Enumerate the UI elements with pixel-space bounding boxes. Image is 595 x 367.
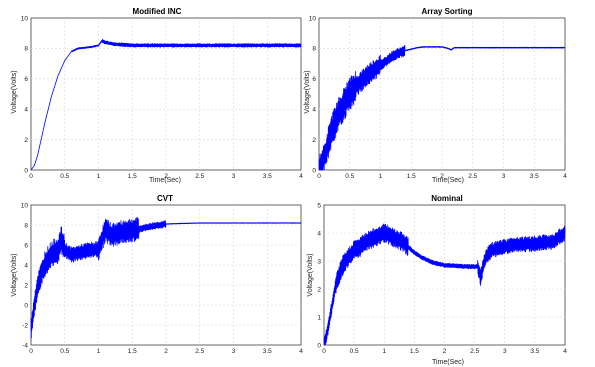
x-tick-label: 2.5 xyxy=(468,173,477,180)
panel-array-sorting: Array Sorting Voltage(Volts) Time(Sec) 0… xyxy=(304,7,567,184)
y-tick-label: 0 xyxy=(317,342,321,349)
x-tick-label: 0.5 xyxy=(350,348,359,355)
x-tick-label: 4 xyxy=(299,348,303,355)
y-tick-label: 2 xyxy=(312,137,316,144)
x-tick-label: 0.5 xyxy=(60,348,69,355)
x-tick-label: 3.5 xyxy=(263,173,272,180)
y-tick-label: 4 xyxy=(24,107,28,114)
x-tick-label: 3.5 xyxy=(530,348,539,355)
y-tick-label: 4 xyxy=(317,230,321,237)
y-tick-label: -2 xyxy=(22,322,28,329)
x-tick-label: 1.5 xyxy=(410,348,419,355)
y-tick-label: 10 xyxy=(21,202,29,209)
panel-title: Modified INC xyxy=(133,7,182,16)
y-tick-label: 10 xyxy=(309,15,317,22)
panel-cvt: CVT Voltage(Volts) 0 0.5 1 1.5 2 2.5 3 3.5 4 -4 -2… xyxy=(11,194,303,355)
y-tick-label: 0 xyxy=(24,302,28,309)
x-tick-label: 3 xyxy=(502,173,506,180)
x-tick-label: 2 xyxy=(443,348,447,355)
x-tick-label: 1 xyxy=(97,348,101,355)
y-tick-label: 4 xyxy=(312,107,316,114)
x-tick-label: 0 xyxy=(322,348,326,355)
voltage-trace xyxy=(323,223,566,346)
x-tick-label: 3 xyxy=(232,348,236,355)
y-tick-label: 8 xyxy=(24,222,28,229)
x-tick-label: 1 xyxy=(379,173,383,180)
x-axis-label: Time(Sec) xyxy=(149,177,181,184)
x-tick-label: 1.5 xyxy=(407,173,416,180)
y-tick-label: 4 xyxy=(24,262,28,269)
x-tick-label: 3.5 xyxy=(263,348,272,355)
x-tick-label: 1.5 xyxy=(128,348,137,355)
y-tick-label: 2 xyxy=(24,282,28,289)
panel-title: CVT xyxy=(157,194,173,203)
x-tick-label: 0 xyxy=(317,173,321,180)
voltage-trace xyxy=(30,216,302,339)
x-tick-label: 1 xyxy=(97,173,101,180)
x-tick-label: 2 xyxy=(440,173,444,180)
y-tick-label: 0 xyxy=(312,167,316,174)
y-tick-label: 2 xyxy=(24,137,28,144)
y-axis-label: Voltage(Volts) xyxy=(11,253,18,296)
panel-title: Array Sorting xyxy=(421,7,472,16)
y-tick-label: 8 xyxy=(24,46,28,53)
y-tick-label: 0 xyxy=(24,167,28,174)
y-tick-label: 3 xyxy=(317,258,321,265)
x-tick-label: 4 xyxy=(563,348,567,355)
y-tick-label: -4 xyxy=(22,342,28,349)
y-tick-label: 5 xyxy=(317,202,321,209)
x-tick-label: 1 xyxy=(382,348,386,355)
y-tick-label: 1 xyxy=(317,314,321,321)
y-axis-label: Voltage(Volts) xyxy=(307,253,314,296)
x-tick-label: 2.5 xyxy=(195,348,204,355)
x-tick-label: 1.5 xyxy=(128,173,137,180)
x-tick-label: 2 xyxy=(164,173,168,180)
x-tick-label: 3.5 xyxy=(530,173,539,180)
y-axis-label: Voltage(Volts) xyxy=(304,70,311,113)
x-tick-label: 2 xyxy=(164,348,168,355)
x-tick-label: 0.5 xyxy=(60,173,69,180)
panel-nominal: Nominal Voltage(Volts) Time(Sec) 0 0.5 1 1.… xyxy=(307,194,567,366)
x-tick-label: 0 xyxy=(29,173,33,180)
y-tick-label: 8 xyxy=(312,46,316,53)
x-tick-label: 2.5 xyxy=(195,173,204,180)
x-tick-label: 4 xyxy=(563,173,567,180)
voltage-trace xyxy=(30,38,302,171)
x-tick-label: 3 xyxy=(503,348,507,355)
voltage-trace xyxy=(318,45,566,171)
x-axis-label: Time(Sec) xyxy=(432,359,464,366)
x-tick-label: 3 xyxy=(232,173,236,180)
x-tick-label: 4 xyxy=(299,173,303,180)
x-axis-label: Time(Sec) xyxy=(432,177,464,184)
y-tick-label: 6 xyxy=(312,76,316,83)
x-tick-label: 0.5 xyxy=(345,173,354,180)
y-tick-label: 6 xyxy=(24,76,28,83)
y-axis-label: Voltage(Volts) xyxy=(11,70,18,113)
y-tick-label: 2 xyxy=(317,286,321,293)
x-tick-label: 2.5 xyxy=(470,348,479,355)
y-tick-label: 6 xyxy=(24,242,28,249)
y-tick-label: 10 xyxy=(21,15,29,22)
panel-title: Nominal xyxy=(431,194,463,203)
x-tick-label: 0 xyxy=(29,348,33,355)
